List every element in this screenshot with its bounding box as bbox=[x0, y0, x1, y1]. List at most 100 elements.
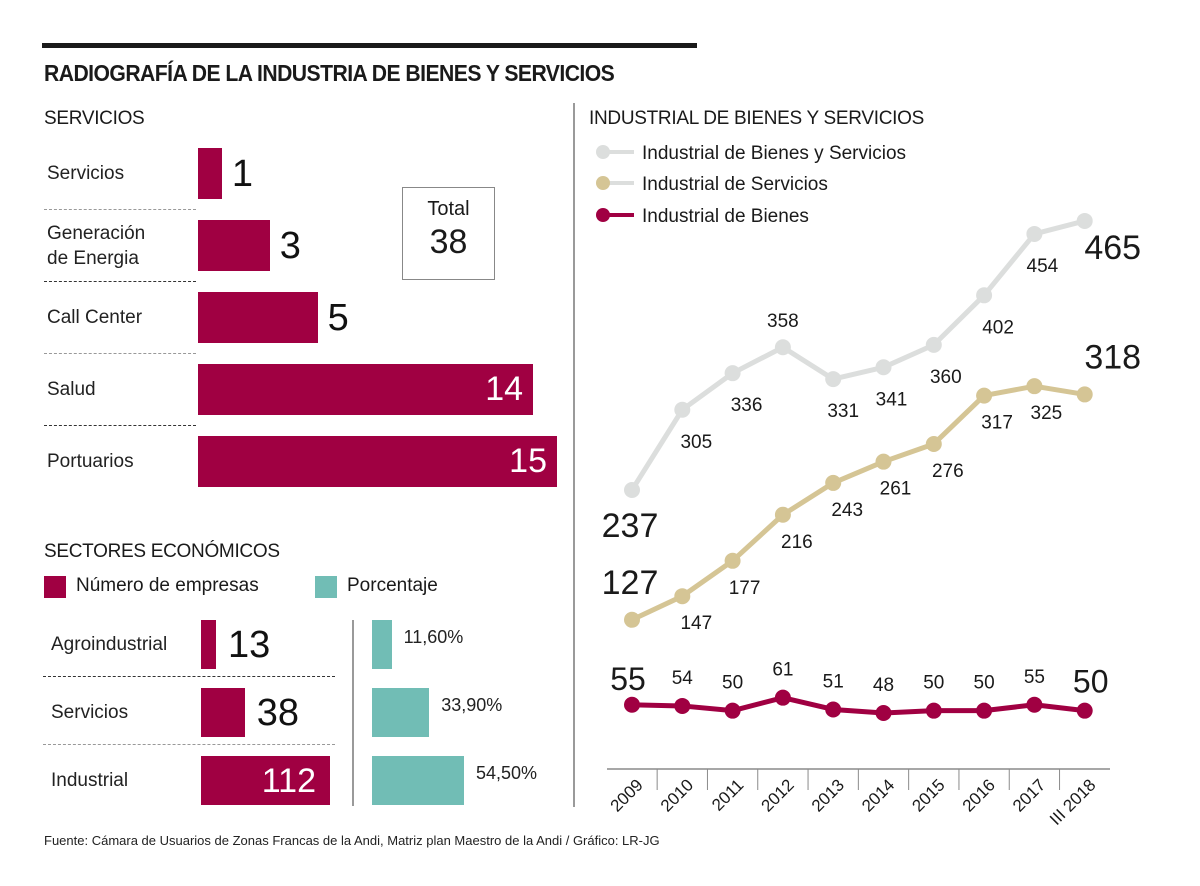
sector-label: Agroindustrial bbox=[51, 634, 168, 655]
data-point bbox=[774, 339, 791, 356]
data-point bbox=[976, 287, 993, 304]
data-label: 50 bbox=[923, 673, 944, 694]
data-point bbox=[925, 435, 942, 452]
empresas-value-label: 112 bbox=[261, 762, 316, 800]
sector-label: Servicios bbox=[51, 702, 129, 723]
category-label: Call Center bbox=[47, 305, 142, 330]
porcentaje-value-label: 11,60% bbox=[403, 627, 464, 647]
data-point bbox=[875, 359, 892, 376]
x-tick-label: 2012 bbox=[758, 775, 798, 815]
data-label: 336 bbox=[731, 395, 763, 416]
data-label: 454 bbox=[1027, 256, 1059, 277]
data-point bbox=[724, 365, 741, 382]
legend-dot bbox=[596, 208, 610, 222]
category-label-line: Call Center bbox=[47, 307, 143, 328]
data-label-end: 318 bbox=[1084, 338, 1141, 376]
data-point bbox=[674, 697, 691, 714]
data-point bbox=[976, 702, 993, 719]
empresas-value-label: 38 bbox=[256, 692, 300, 734]
data-label: 360 bbox=[930, 367, 962, 388]
porcentaje-value-label: 33,90% bbox=[441, 695, 503, 715]
title-rule bbox=[42, 43, 697, 48]
data-label: 51 bbox=[823, 671, 844, 692]
data-label: 402 bbox=[982, 317, 1014, 338]
bar bbox=[198, 292, 318, 343]
data-label: 305 bbox=[680, 432, 712, 453]
data-label: 358 bbox=[767, 311, 799, 332]
legend-label: Industrial de Bienes bbox=[642, 206, 809, 227]
data-point bbox=[825, 474, 842, 491]
category-label-line: Generación bbox=[47, 222, 146, 244]
x-tick-label: 2014 bbox=[858, 775, 898, 815]
data-label: 341 bbox=[876, 389, 908, 410]
empresas-bar bbox=[201, 688, 245, 737]
data-label: 177 bbox=[729, 578, 761, 599]
x-tick-label: 2017 bbox=[1009, 775, 1049, 815]
porcentaje-value-label: 54,50% bbox=[476, 763, 538, 783]
bar-value-label: 15 bbox=[509, 442, 547, 480]
empresas-bar bbox=[201, 756, 330, 805]
servicios-section-title: SERVICIOS bbox=[44, 108, 145, 129]
row-divider bbox=[43, 744, 335, 745]
legend-label: Industrial de Servicios bbox=[642, 174, 828, 195]
legend-label-porcentaje: Porcentaje bbox=[347, 575, 438, 596]
data-point bbox=[875, 453, 892, 470]
data-point bbox=[875, 705, 892, 722]
series-line bbox=[629, 218, 1086, 492]
total-box: Total 38 bbox=[402, 187, 495, 280]
bar bbox=[198, 220, 270, 271]
category-label-line: Servicios bbox=[47, 163, 125, 184]
data-point bbox=[724, 702, 741, 719]
data-point bbox=[774, 689, 791, 706]
series-line bbox=[630, 383, 1086, 623]
bar bbox=[198, 436, 557, 487]
empresas-bar bbox=[201, 620, 216, 669]
data-point bbox=[674, 401, 691, 418]
porcentaje-bar bbox=[372, 756, 464, 805]
porcentaje-bar bbox=[372, 620, 392, 669]
bar bbox=[198, 364, 534, 415]
source-note: Fuente: Cámara de Usuarios de Zonas Fran… bbox=[44, 833, 660, 848]
data-point bbox=[976, 387, 993, 404]
x-tick-label: 2015 bbox=[908, 775, 948, 815]
data-label: 261 bbox=[880, 479, 912, 500]
data-point bbox=[774, 506, 791, 523]
series-line bbox=[631, 695, 1085, 716]
data-label-end: 465 bbox=[1084, 229, 1141, 267]
total-value: 38 bbox=[429, 223, 468, 261]
x-tick-label: 2009 bbox=[607, 775, 647, 815]
data-label: 331 bbox=[827, 401, 859, 422]
row-divider bbox=[44, 425, 196, 426]
line-chart-title: INDUSTRIAL DE BIENES Y SERVICIOS bbox=[589, 108, 924, 129]
data-point bbox=[624, 696, 640, 713]
data-point bbox=[1026, 696, 1043, 713]
data-point bbox=[1026, 225, 1043, 242]
empresas-value-label: 13 bbox=[227, 624, 271, 666]
legend-swatch-porcentaje bbox=[315, 576, 337, 598]
bar bbox=[198, 148, 222, 199]
x-tick-label: 2013 bbox=[808, 775, 848, 815]
x-tick-label: 2010 bbox=[657, 775, 697, 815]
total-label: Total bbox=[427, 198, 470, 220]
category-label: Portuarios bbox=[47, 449, 134, 474]
data-point bbox=[724, 552, 741, 569]
data-label-start: 237 bbox=[602, 507, 659, 545]
category-label: Generación de Energia bbox=[47, 221, 145, 271]
data-label-start: 55 bbox=[610, 661, 646, 697]
data-point bbox=[825, 701, 842, 718]
bar-value-label: 5 bbox=[327, 297, 349, 339]
data-label: 50 bbox=[722, 673, 743, 694]
sectores-divider bbox=[352, 620, 354, 806]
data-point bbox=[925, 702, 942, 719]
data-label: 317 bbox=[981, 413, 1013, 434]
data-label: 243 bbox=[831, 500, 863, 521]
data-point bbox=[624, 482, 640, 498]
data-point bbox=[624, 611, 640, 628]
row-divider bbox=[44, 353, 196, 354]
data-point bbox=[1076, 702, 1093, 719]
sectores-section-title: SECTORES ECONÓMICOS bbox=[44, 541, 280, 562]
data-label: 216 bbox=[781, 532, 813, 553]
row-divider bbox=[43, 676, 335, 677]
porcentaje-bar bbox=[372, 688, 430, 737]
